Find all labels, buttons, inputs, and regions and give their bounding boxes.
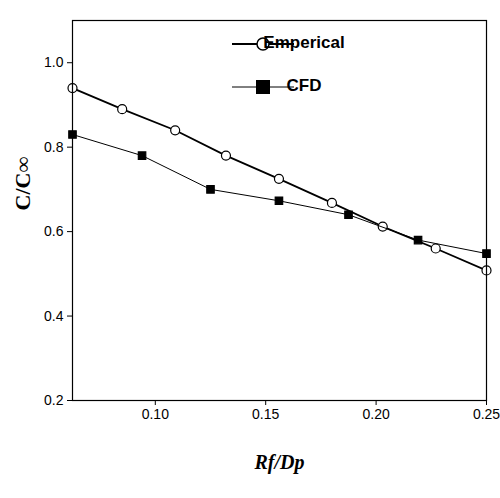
svg-text:0.8: 0.8 [44, 139, 64, 155]
svg-text:Emperical: Emperical [263, 33, 344, 52]
svg-text:0.2: 0.2 [44, 392, 64, 408]
svg-text:C/C∞: C/C∞ [10, 157, 35, 211]
svg-text:Rf/Dp: Rf/Dp [254, 451, 305, 474]
svg-text:0.15: 0.15 [252, 406, 279, 422]
svg-text:0.4: 0.4 [44, 308, 64, 324]
svg-text:0.20: 0.20 [362, 406, 389, 422]
svg-text:0.6: 0.6 [44, 223, 64, 239]
svg-text:0.10: 0.10 [142, 406, 169, 422]
svg-text:1.0: 1.0 [44, 54, 64, 70]
svg-text:CFD: CFD [287, 76, 322, 95]
svg-text:0.25: 0.25 [473, 406, 500, 422]
